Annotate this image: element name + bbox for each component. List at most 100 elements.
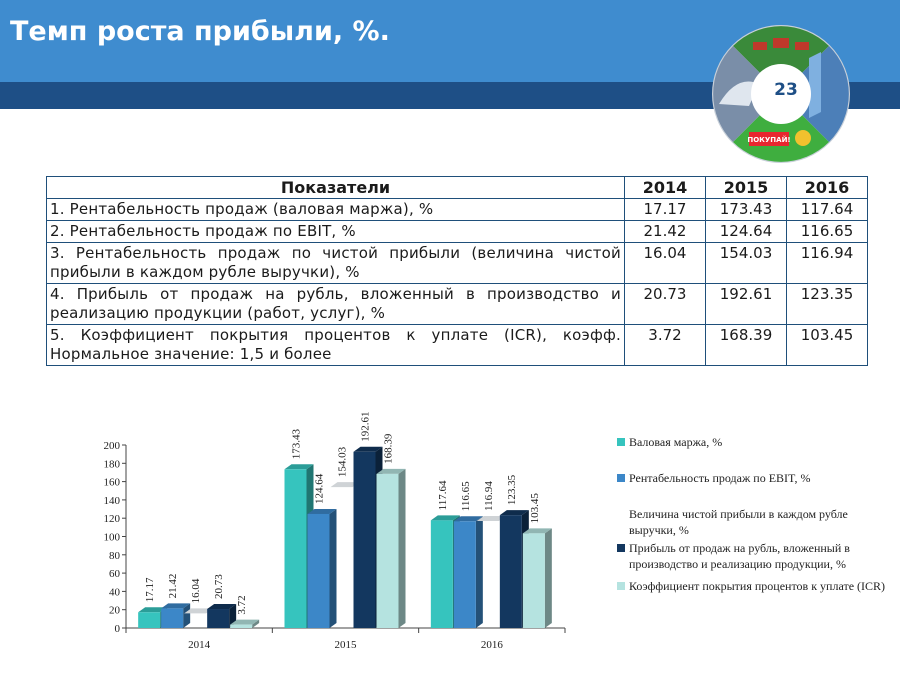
- bar: [284, 469, 307, 628]
- y-tick-label: 60: [109, 568, 121, 580]
- legend-label: Рентабельность продаж по EBIT, %: [629, 471, 811, 485]
- bar: [499, 515, 522, 628]
- header-indicators: Показатели: [46, 176, 625, 199]
- data-label: 116.65: [460, 481, 472, 511]
- bar-top: [476, 515, 506, 521]
- table-row: 3. Рентабельность продаж по чистой прибы…: [46, 242, 868, 284]
- cell-value: 116.65: [786, 220, 868, 243]
- y-tick-label: 180: [104, 458, 121, 470]
- bar-side: [398, 468, 406, 628]
- data-label: 17.17: [144, 577, 156, 602]
- data-label: 124.64: [314, 473, 326, 504]
- bar-chart: 0 20 40 60 80 100 120 140 160 180 200 17.17 21.42 16.…: [104, 412, 566, 651]
- bar-side: [475, 516, 483, 628]
- cell-value: 103.45: [786, 324, 868, 366]
- bar: [430, 520, 453, 628]
- bar: [522, 533, 545, 628]
- legend-swatch: [617, 582, 625, 590]
- data-label: 103.45: [529, 493, 541, 524]
- y-tick-label: 100: [104, 532, 121, 544]
- data-label: 20.73: [213, 574, 225, 599]
- legend-swatch: [617, 510, 625, 518]
- badge-text: ПОКУПАЙ!: [747, 135, 790, 144]
- cell-value: 3.72: [624, 324, 706, 366]
- legend-swatch: [617, 544, 625, 552]
- legend-label: Величина чистой прибыли в каждом рубле в…: [629, 507, 848, 537]
- bar: [376, 473, 399, 628]
- bar-top: [453, 516, 483, 522]
- cell-value: 20.73: [624, 283, 706, 325]
- badge: [749, 132, 789, 146]
- x-tick-label: 2015: [335, 639, 358, 651]
- table-row: 1. Рентабельность продаж (валовая маржа)…: [46, 198, 868, 221]
- bar-top: [138, 607, 168, 613]
- bar-top: [499, 510, 529, 516]
- page-number: 23: [774, 80, 798, 100]
- data-label: 116.94: [483, 481, 495, 511]
- y-tick-label: 140: [104, 495, 121, 507]
- bar-top: [307, 508, 337, 514]
- data-label: 21.42: [167, 574, 179, 599]
- data-label: 168.39: [383, 433, 395, 464]
- header-2014: 2014: [624, 176, 706, 199]
- y-tick-label: 120: [104, 513, 121, 525]
- cell-value: 154.03: [705, 242, 787, 284]
- legend-item: Величина чистой прибыли в каждом рубле в…: [617, 506, 894, 538]
- y-tick-label: 20: [109, 605, 121, 617]
- legend-label: Коэффициент покрытия процентов к уплате …: [629, 579, 886, 593]
- header-2015: 2015: [705, 176, 787, 199]
- bar: [353, 451, 376, 628]
- cell-value: 16.04: [624, 242, 706, 284]
- legend-item: Коэффициент покрытия процентов к уплате …: [617, 578, 894, 594]
- legend-swatch: [617, 474, 625, 482]
- bar-side: [544, 528, 552, 628]
- bar-top: [353, 446, 383, 452]
- data-label: 117.64: [437, 480, 449, 510]
- legend-item: Прибыль от продаж на рубль, вложенный в …: [617, 540, 894, 572]
- header-2016: 2016: [786, 176, 868, 199]
- bar: [453, 521, 476, 628]
- data-label: 154.03: [337, 446, 349, 477]
- bar-top: [161, 603, 191, 609]
- bar-side: [329, 508, 337, 628]
- legend-label: Прибыль от продаж на рубль, вложенный в …: [629, 541, 850, 571]
- cell-value: 192.61: [705, 283, 787, 325]
- data-label: 192.61: [360, 412, 372, 442]
- x-tick-label: 2016: [481, 639, 504, 651]
- data-label: 3.72: [236, 595, 248, 614]
- table-row: 2. Рентабельность продаж по EBIT, % 21.4…: [46, 220, 868, 243]
- bar-side: [252, 619, 260, 628]
- bar: [138, 612, 161, 628]
- cell-value: 123.35: [786, 283, 868, 325]
- bar-top: [376, 468, 406, 474]
- slide-emblem: ПОКУПАЙ!: [712, 25, 850, 163]
- bar-top: [430, 515, 460, 521]
- indicators-table: Показатели 2014 2015 2016 1. Рентабельно…: [46, 176, 868, 366]
- legend-item: Рентабельность продаж по EBIT, %: [617, 470, 894, 486]
- data-label: 123.35: [506, 474, 518, 505]
- bar-side: [183, 603, 191, 628]
- row-label: 3. Рентабельность продаж по чистой прибы…: [46, 242, 625, 284]
- y-tick-label: 40: [109, 586, 121, 598]
- table-row: 5. Коэффициент покрытия процентов к упла…: [46, 324, 868, 366]
- cell-value: 17.17: [624, 198, 706, 221]
- row-label: 5. Коэффициент покрытия процентов к упла…: [46, 324, 625, 366]
- bar: [307, 513, 330, 628]
- cell-value: 117.64: [786, 198, 868, 221]
- bar: [161, 608, 184, 628]
- data-label: 16.04: [190, 578, 202, 603]
- bar: [230, 624, 253, 628]
- data-label: 173.43: [291, 429, 303, 460]
- row-label: 4. Прибыль от продаж на рубль, вложенный…: [46, 283, 625, 325]
- x-tick-label: 2014: [188, 639, 211, 651]
- cell-value: 124.64: [705, 220, 787, 243]
- bar-top: [207, 604, 237, 610]
- legend-item: Валовая маржа, %: [617, 434, 894, 450]
- y-tick-label: 200: [104, 440, 121, 452]
- table-header-row: Показатели 2014 2015 2016: [46, 176, 868, 199]
- y-tick-label: 0: [115, 623, 121, 635]
- bar: [207, 609, 230, 628]
- bar-top: [522, 528, 552, 534]
- table-row: 4. Прибыль от продаж на рубль, вложенный…: [46, 283, 868, 325]
- bar-top: [230, 619, 260, 625]
